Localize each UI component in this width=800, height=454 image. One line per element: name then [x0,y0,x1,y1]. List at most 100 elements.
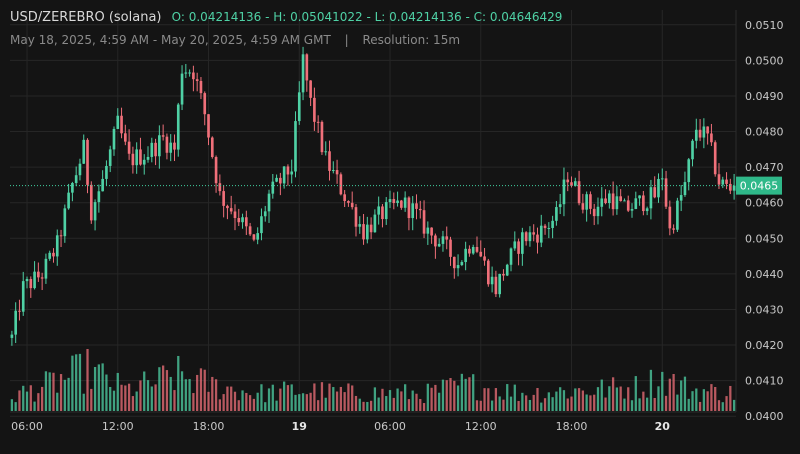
candle [222,185,225,218]
candle-body [89,184,93,221]
candle [418,200,422,219]
volume-bar [404,384,407,411]
candle-body [479,251,483,257]
candle [668,200,672,236]
volume-bar [75,354,78,411]
candle [694,118,698,149]
candle [400,199,403,210]
candle [97,184,101,213]
volume-bar [611,377,615,411]
candle [21,271,25,316]
candle-body [657,178,660,198]
candle [434,233,437,259]
volume-bar [407,399,411,411]
candle-body [37,271,40,278]
candle-body [21,281,25,312]
volume-bar [456,385,460,411]
candle [642,190,645,216]
candle [732,173,736,200]
candle-body [373,214,377,233]
volume-bar [638,398,641,411]
volume-bar [547,392,550,411]
candle [430,227,433,244]
candle-body [44,258,48,279]
candle [169,134,173,162]
volume-bar [710,384,713,411]
candle [290,159,294,184]
candle [452,256,456,279]
candle-body [290,171,294,175]
candle-body [388,199,392,203]
volume-bar [252,398,256,411]
volume-bar [559,387,562,411]
candle [710,123,713,146]
candle-body [600,198,604,207]
candle-body [350,202,354,208]
y-tick-label: 0.0490 [745,90,784,103]
candle-body [551,220,554,228]
candle [396,191,399,207]
candle-body [585,194,588,210]
candle [286,164,290,186]
candle-body [252,234,256,240]
candle [407,196,411,231]
candle [445,226,449,250]
volume-bar [672,373,675,411]
candle [279,172,282,196]
volume-bar [78,353,82,411]
volume-bar [332,387,335,411]
candle-body [146,156,150,160]
volume-bar [608,386,611,411]
candle [101,170,104,192]
candle-body [581,203,585,210]
candle-body [524,232,528,242]
candle [245,210,248,235]
candle-body [161,135,165,137]
candle [275,174,278,183]
volume-bar [52,372,55,411]
candle-body [400,200,403,208]
candle [615,186,619,215]
candle-body [615,196,619,210]
candle [120,107,123,139]
candle-body [226,205,229,209]
candle-body [543,225,547,229]
candle-body [437,243,441,247]
volume-bar [120,384,123,411]
candle [354,204,358,237]
volume-bar [37,393,40,411]
date-range: May 18, 2025, 4:59 AM - May 20, 2025, 4:… [10,33,331,47]
candle-body [710,133,713,143]
candle [214,155,218,193]
candle-body [222,191,225,206]
candle [267,189,271,223]
candle [608,190,611,209]
candle-body [676,200,679,230]
candle-body [120,115,123,134]
volume-bar [627,387,630,411]
candle [676,197,679,232]
volume-bar [328,383,331,411]
candle-body [263,211,267,217]
candle-body [131,153,135,166]
volume-bar [177,355,180,411]
candle-body [596,206,600,217]
candle [573,177,577,187]
candle [44,253,48,284]
candle-body [672,228,675,230]
candle [294,111,297,178]
candle-body [608,193,611,204]
candle-body [271,181,275,194]
volume-bar [426,383,429,411]
volume-bar [717,400,721,411]
x-tick-label: 06:00 [374,420,406,433]
candle-body [694,129,698,141]
candle [350,191,354,210]
candle [426,221,430,245]
volume-bar [241,390,244,411]
volume-bar [540,402,543,411]
candle [464,241,467,271]
volume-bar [729,385,732,411]
